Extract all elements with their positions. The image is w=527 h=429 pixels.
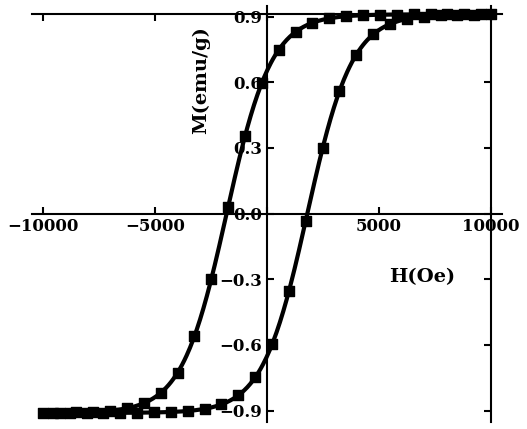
Y-axis label: M(emu/g): M(emu/g) xyxy=(192,27,210,134)
Point xyxy=(99,409,108,416)
Point xyxy=(48,409,57,416)
Point xyxy=(285,288,293,295)
Point xyxy=(301,217,310,224)
Point xyxy=(470,11,479,18)
Point xyxy=(241,133,249,139)
Point xyxy=(150,409,158,416)
Point xyxy=(173,369,182,376)
Point xyxy=(460,11,469,18)
Point xyxy=(234,392,242,399)
Point xyxy=(106,407,114,414)
Point xyxy=(342,13,350,20)
Point xyxy=(268,341,276,348)
Point xyxy=(200,405,209,412)
Point xyxy=(133,409,141,416)
Point xyxy=(453,12,462,18)
Point xyxy=(190,332,199,339)
X-axis label: H(Oe): H(Oe) xyxy=(389,268,455,286)
Point xyxy=(217,401,226,408)
Point xyxy=(55,409,64,416)
Point xyxy=(167,408,175,415)
Point xyxy=(89,408,97,415)
Point xyxy=(477,11,485,18)
Point xyxy=(38,409,47,416)
Point xyxy=(258,79,266,86)
Point xyxy=(403,15,411,22)
Point xyxy=(157,390,165,396)
Point xyxy=(325,15,334,22)
Point xyxy=(436,12,445,19)
Point xyxy=(359,12,367,18)
Point xyxy=(393,11,401,18)
Point xyxy=(183,408,192,414)
Point xyxy=(224,203,232,210)
Point xyxy=(291,28,300,35)
Point xyxy=(116,409,124,416)
Point xyxy=(386,21,394,27)
Point xyxy=(82,409,91,416)
Point xyxy=(140,400,148,407)
Point xyxy=(65,409,74,416)
Point xyxy=(409,11,418,18)
Point xyxy=(443,11,452,18)
Point xyxy=(376,11,384,18)
Point xyxy=(275,46,283,53)
Point xyxy=(207,275,216,282)
Point xyxy=(308,19,317,26)
Point xyxy=(419,13,428,20)
Point xyxy=(123,405,131,412)
Point xyxy=(335,88,344,94)
Point xyxy=(72,409,81,416)
Point xyxy=(251,374,259,381)
Point xyxy=(369,31,377,38)
Point xyxy=(318,145,327,152)
Point xyxy=(426,11,435,18)
Point xyxy=(487,11,495,18)
Point xyxy=(352,51,360,58)
